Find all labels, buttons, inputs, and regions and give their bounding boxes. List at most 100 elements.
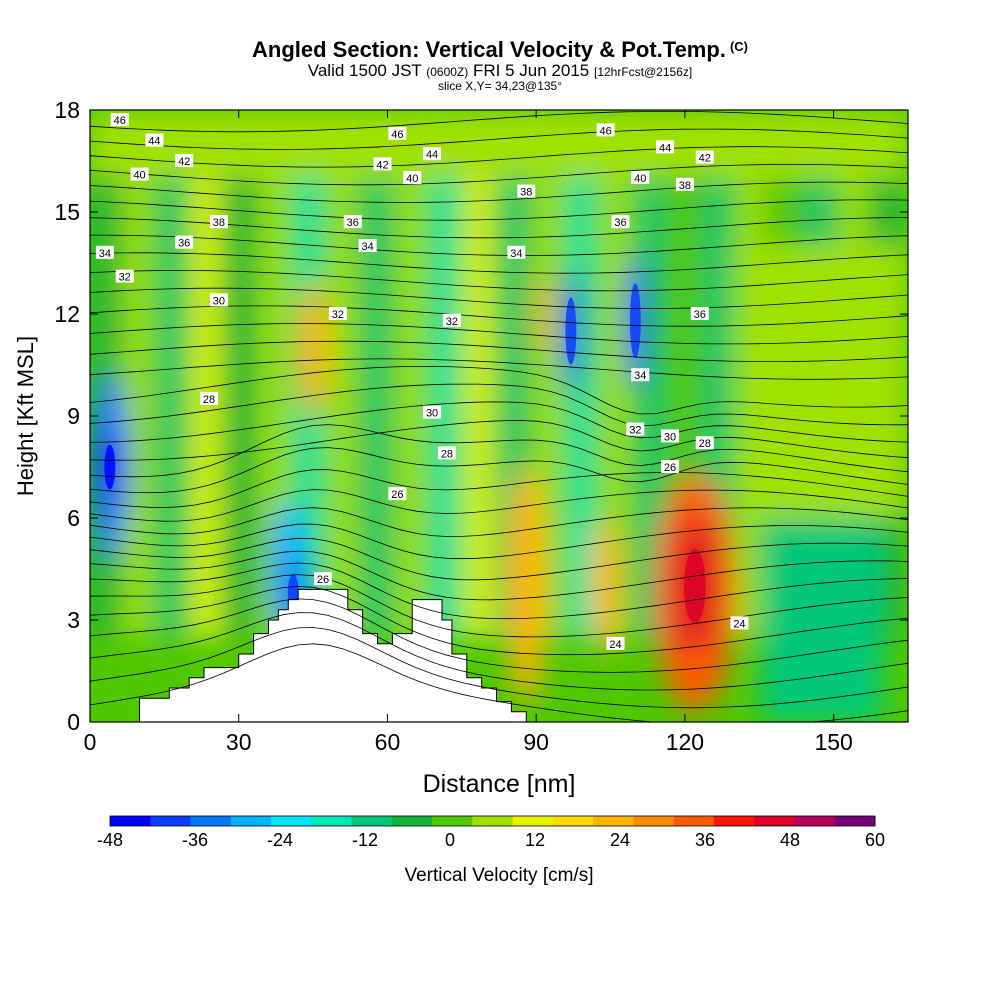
colorbar-segment [834,816,876,826]
colorbar-segment [794,816,836,826]
contour-label-text: 32 [332,309,344,321]
contour-label: 30 [209,293,228,307]
contour-label: 38 [675,177,694,192]
y-tick-label: 9 [67,403,80,429]
contour-label-text: 44 [148,136,160,148]
contour-label-text: 38 [213,217,225,229]
colorbar: -48 -36 -24 -12 0 12 24 36 48 60 [97,815,885,850]
theta-contour-line [90,585,908,656]
field-band [396,161,425,639]
contour-label-bg [314,572,333,586]
velocity-feature [590,518,621,654]
contour-label-text: 46 [391,129,403,141]
colorbar-tick-label: 12 [525,830,545,850]
contour-label: 32 [328,307,347,321]
velocity-feature [506,467,547,705]
contour-label-bg [388,487,407,501]
theta-contour-line [90,424,908,478]
colorbar-segment [150,816,192,826]
theta-contour-line [90,358,908,380]
theta-contour-labels: 4644424038363432302826363432464442403834… [95,113,749,651]
contour-label: 28 [199,392,218,406]
contour-label-bg [373,157,392,171]
contour-label-text: 40 [634,173,646,185]
velocity-core [565,297,577,365]
contour-label-bg [442,313,461,327]
chart-subtitle: Valid 1500 JST (0600Z) FRI 5 Jun 2015 [1… [307,61,693,80]
contour-label-text: 30 [426,408,438,420]
contour-label: 30 [423,405,442,420]
contour-label-text: 36 [614,217,626,229]
colorbar-segment [593,816,634,826]
colorbar-segment [754,816,795,826]
theta-contour-line [90,366,908,415]
colorbar-segment [351,816,393,826]
contour-label-text: 28 [203,394,215,406]
contour-label-bg [423,405,442,419]
y-tick-label: 6 [67,505,80,531]
contour-label: 28 [437,446,456,460]
field-band [464,161,493,639]
colorbar-frame [109,815,876,827]
contour-label-bg [343,215,362,229]
contour-label: 40 [130,167,149,182]
field-band [226,161,254,639]
theta-contour-line [90,401,908,443]
colorbar-segment [391,816,433,826]
theta-contour-line [90,612,908,691]
colorbar-segment [472,816,514,826]
theta-contour-line [90,128,908,150]
colorbar-tick-label: 48 [780,830,800,850]
theta-contour-line [90,643,908,722]
contour-label: 34 [631,368,650,382]
x-axis-label: Distance [nm] [423,770,576,798]
contour-label-bg [507,245,526,259]
field-band [158,161,186,639]
field-east-region [734,246,908,518]
contour-label-bg [115,269,134,283]
contour-label-text: 38 [679,180,691,192]
theta-contour-line [90,234,908,256]
contour-label: 26 [314,572,333,586]
contour-label: 36 [175,235,194,250]
colorbar-segment [432,816,473,826]
contour-label-text: 28 [699,438,711,450]
contour-label-bg [626,422,645,436]
contour-label: 36 [343,215,362,229]
contour-label-bg [611,215,630,229]
contour-label-text: 42 [376,159,388,171]
contour-label-bg [675,177,694,191]
colorbar-segment [633,816,675,826]
contour-label: 34 [95,245,114,260]
colorbar-tick-label: 24 [610,830,630,850]
contour-label: 34 [507,245,526,260]
y-tick-label: 15 [54,199,80,225]
contour-label-bg [661,460,680,473]
contour-label: 26 [661,460,680,474]
colorbar-segment [110,816,151,826]
contour-label-bg [130,167,149,181]
contour-label: 36 [690,307,709,321]
theta-contour-line [90,111,908,133]
field-band [362,161,390,639]
contour-label-text: 40 [406,173,418,185]
contour-label-text: 42 [178,156,190,168]
field-band [567,161,595,639]
x-tick-label: 90 [523,729,549,755]
velocity-core [629,283,641,359]
velocity-feature [298,280,328,416]
theta-contour-line [90,469,908,508]
contour-label-text: 34 [99,248,111,260]
contour-label-text: 38 [520,187,532,199]
theta-contour-line [90,252,908,274]
contour-label-bg [596,123,615,137]
theta-contour-line [90,489,908,522]
contour-label-text: 32 [446,316,458,328]
contour-label: 34 [358,239,377,253]
contour-label-bg [631,368,650,382]
contour-label-text: 44 [659,142,671,154]
contour-label-bg [403,171,422,184]
theta-contour-line [90,550,908,601]
contour-label: 38 [517,184,536,199]
